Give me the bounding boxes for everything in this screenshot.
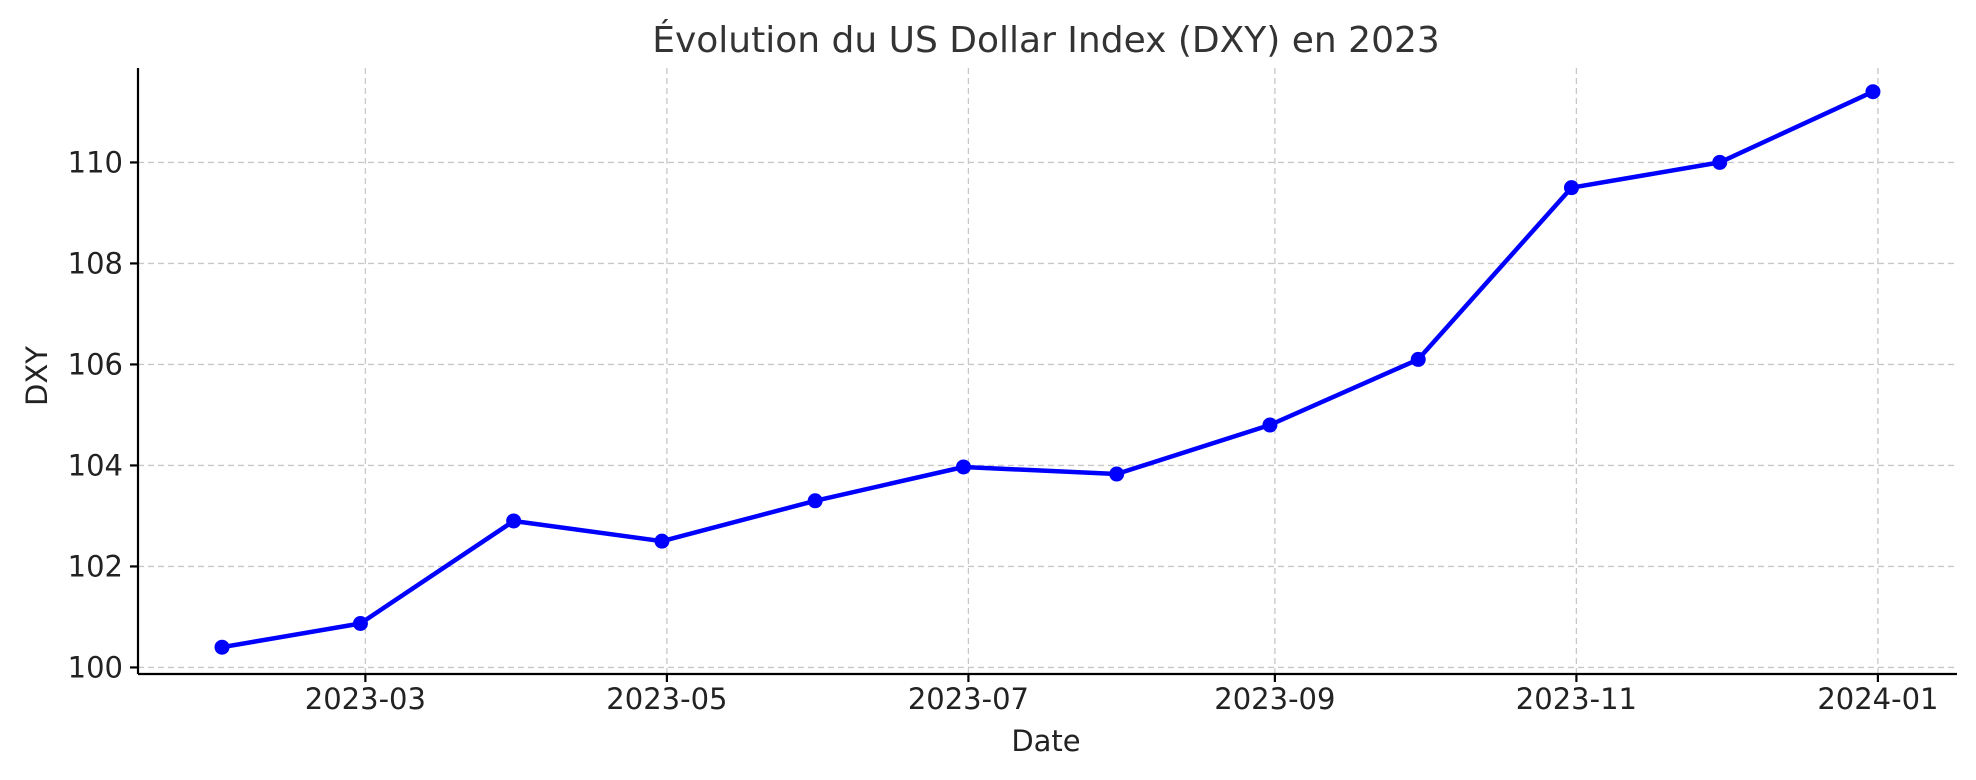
series-line — [219, 89, 1876, 650]
y-tick-label: 104 — [68, 448, 123, 482]
y-tick-label: 100 — [68, 650, 123, 684]
data-point — [1410, 351, 1426, 367]
data-point — [352, 616, 368, 631]
x-tick-label: 2023-11 — [1516, 682, 1637, 716]
series — [214, 84, 1881, 655]
data-point — [1865, 84, 1881, 100]
y-tick-label: 102 — [68, 549, 123, 583]
y-tick-label: 108 — [68, 246, 123, 280]
x-tick-label: 2023-03 — [305, 682, 426, 716]
ticks: 100 102 104 106 108 110 2023-03 2023-05 2023-07 2… — [68, 145, 1939, 716]
data-point — [1712, 154, 1728, 170]
data-point — [1109, 466, 1125, 482]
grid — [138, 68, 1957, 674]
data-point — [506, 513, 522, 529]
data-point — [1563, 180, 1579, 196]
y-tick-label: 110 — [68, 145, 123, 179]
x-tick-label: 2024-01 — [1817, 682, 1938, 716]
y-tick-label: 106 — [68, 347, 123, 381]
x-tick-label: 2023-05 — [606, 682, 727, 716]
data-point — [955, 459, 971, 475]
x-axis-label: Date — [1011, 724, 1080, 758]
chart-title: Évolution du US Dollar Index (DXY) en 20… — [652, 19, 1440, 61]
x-tick-label: 2023-09 — [1214, 682, 1335, 716]
data-point — [1262, 417, 1278, 433]
data-point — [214, 639, 230, 655]
y-axis-label: DXY — [20, 346, 54, 406]
data-point — [654, 533, 670, 549]
data-point — [807, 493, 823, 509]
x-tick-label: 2023-07 — [908, 682, 1029, 716]
